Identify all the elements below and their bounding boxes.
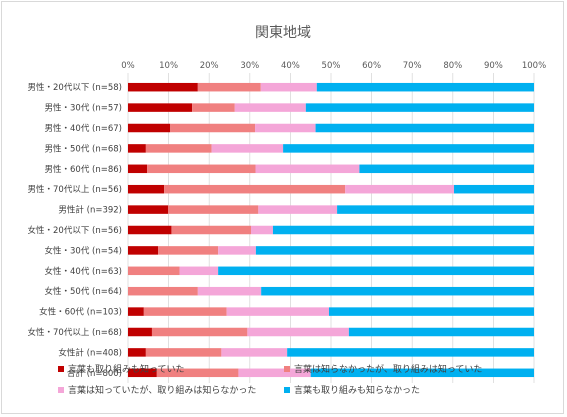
category-labels: 男性・20代以下 (n=58) 男性・30代 (n=57) 男性・40代 (n=67… [28, 82, 122, 379]
bar-segment [128, 266, 180, 276]
bar-segment [255, 246, 534, 255]
legend-label: 言葉も取り組みも知っていた [68, 363, 185, 375]
category-label: 女性・40代 (n=63) [45, 266, 122, 277]
bar-segment [128, 82, 198, 92]
category-label: 男性・30代 (n=57) [45, 103, 122, 114]
category-label: 合計 (n=800) [67, 368, 122, 379]
legend-swatch [58, 366, 64, 372]
x-tick-label: 40% [281, 61, 300, 71]
x-tick-label: 90% [484, 61, 503, 71]
bar-segment [315, 123, 534, 133]
x-tick-label: 30% [240, 61, 259, 71]
bar-segment [128, 307, 144, 316]
legend-label: 言葉は知らなかったが、取り組みは知っていた [294, 363, 482, 375]
x-tick-label: 20% [200, 61, 219, 71]
bar-segment [128, 246, 159, 255]
category-label: 女性・20代以下 (n=56) [28, 225, 122, 236]
bar-segment [261, 286, 534, 296]
x-tick-label: 60% [362, 61, 381, 71]
bar-segment [247, 327, 349, 337]
category-label: 女性・70代以上 (n=68) [28, 327, 122, 338]
bar-segment [348, 327, 534, 337]
bar-segment [170, 123, 256, 133]
bar-segment [337, 205, 534, 214]
bar-segment [168, 205, 259, 214]
bar-segment [128, 123, 171, 133]
x-tick-label: 10% [159, 61, 178, 71]
bar-segment [197, 286, 262, 296]
x-tick-label: 100% [522, 61, 546, 71]
category-label: 男性計 (n=392) [58, 205, 122, 216]
x-tick-label: 80% [443, 61, 462, 71]
bar-segment [128, 368, 157, 378]
bar-segment [128, 164, 148, 174]
bar-segment [145, 348, 222, 357]
bar-segment [234, 103, 306, 112]
x-tick-label: 50% [322, 61, 341, 71]
x-tick-label: 0% [121, 61, 135, 71]
bar-segment [171, 225, 252, 235]
x-tick-labels: 0% 10% 20% 30% 40% 50% 60% 70% 80% 90% 100% [121, 61, 546, 71]
bar-segment [164, 184, 346, 194]
category-label: 女性・30代 (n=54) [45, 245, 122, 256]
bar-segment [218, 246, 256, 255]
bar-segment [260, 82, 317, 92]
bar-segment [147, 164, 256, 174]
bar-segment [251, 225, 273, 235]
category-label: 男性・70代以上 (n=56) [28, 184, 122, 195]
bar-segment [359, 164, 534, 174]
bar-segment [211, 144, 284, 153]
bar-segment [143, 307, 227, 316]
bar-segment [287, 348, 534, 357]
bar-segment [454, 184, 534, 194]
bar-segment [192, 103, 235, 112]
bar-segment [128, 205, 169, 214]
bar-segment [158, 246, 219, 255]
category-label: 男性・60代 (n=86) [45, 164, 122, 175]
legend-label: 言葉も取り組みも知らなかった [294, 384, 420, 396]
bar-segment [316, 82, 534, 92]
bar-segment [221, 348, 288, 357]
legend-swatch [284, 366, 290, 372]
category-label: 男性・20代以下 (n=58) [28, 82, 122, 93]
bar-segment [226, 307, 329, 316]
x-tick-label: 70% [403, 61, 422, 71]
legend: 言葉も取り組みも知っていた 言葉は知らなかったが、取り組みは知っていた言葉は知って… [58, 363, 482, 396]
bar-segment [218, 266, 534, 276]
bars [128, 82, 534, 378]
bar-segment [179, 266, 219, 276]
legend-label: 言葉は知っていたが、取り組みは知らなかった [68, 384, 256, 396]
bar-segment [151, 327, 248, 337]
bar-segment [345, 184, 455, 194]
chart-title: 関東地域 [255, 25, 311, 41]
bar-segment [272, 225, 534, 235]
bar-segment [258, 205, 338, 214]
bar-segment [128, 225, 172, 235]
bar-segment [128, 103, 193, 112]
category-label: 女性・50代 (n=64) [45, 286, 122, 297]
category-label: 男性・50代 (n=68) [45, 143, 122, 154]
bar-segment [255, 164, 360, 174]
category-label: 男性・40代 (n=67) [45, 123, 122, 134]
bar-segment [156, 368, 239, 378]
bar-segment [128, 327, 152, 337]
legend-swatch [58, 387, 64, 393]
bar-segment [238, 368, 311, 378]
category-label: 女性・60代 (n=103) [39, 307, 122, 318]
bar-segment [283, 144, 534, 153]
category-label: 女性計 (n=408) [58, 347, 122, 358]
bar-segment [255, 123, 316, 133]
legend-swatch [284, 387, 290, 393]
bar-segment [145, 144, 212, 153]
bar-segment [305, 103, 534, 112]
bar-segment [197, 82, 261, 92]
bar-segment [128, 184, 165, 194]
bar-segment [128, 144, 146, 153]
bar-segment [328, 307, 534, 316]
bar-segment [128, 348, 146, 357]
bar-segment [128, 286, 198, 296]
bar-segment [310, 368, 534, 378]
